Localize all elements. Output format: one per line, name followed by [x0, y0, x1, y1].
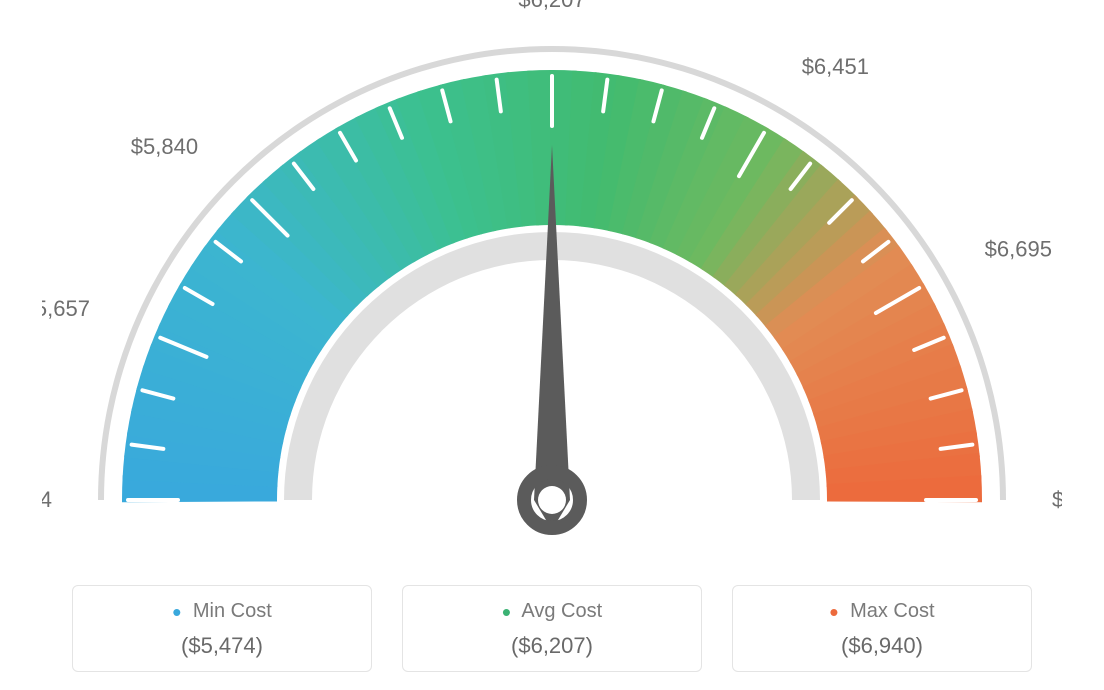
avg-cost-value: ($6,207)	[413, 633, 691, 659]
min-cost-label: Min Cost	[193, 600, 272, 622]
min-cost-value: ($5,474)	[83, 633, 361, 659]
gauge-tick-label: $6,940	[1052, 487, 1062, 512]
legend-row: • Min Cost ($5,474) • Avg Cost ($6,207) …	[0, 585, 1104, 672]
gauge-tick-label: $6,207	[518, 0, 585, 12]
max-dot-icon: •	[829, 597, 838, 627]
gauge-tick-label: $5,840	[131, 134, 198, 159]
min-dot-icon: •	[172, 597, 181, 627]
gauge-tick-label: $5,474	[42, 487, 52, 512]
avg-dot-icon: •	[502, 597, 511, 627]
min-cost-card: • Min Cost ($5,474)	[72, 585, 372, 672]
avg-cost-card: • Avg Cost ($6,207)	[402, 585, 702, 672]
gauge-tick-label: $6,695	[985, 236, 1052, 261]
gauge-tick-label: $5,657	[42, 296, 90, 321]
gauge-tick-label: $6,451	[802, 54, 869, 79]
cost-gauge: $5,474 $5,657 $5,840 $6,207 $6,451 $6,695 $6,9…	[0, 0, 1104, 560]
avg-cost-label: Avg Cost	[521, 600, 602, 622]
max-cost-card: • Max Cost ($6,940)	[732, 585, 1032, 672]
max-cost-value: ($6,940)	[743, 633, 1021, 659]
max-cost-label: Max Cost	[850, 600, 934, 622]
